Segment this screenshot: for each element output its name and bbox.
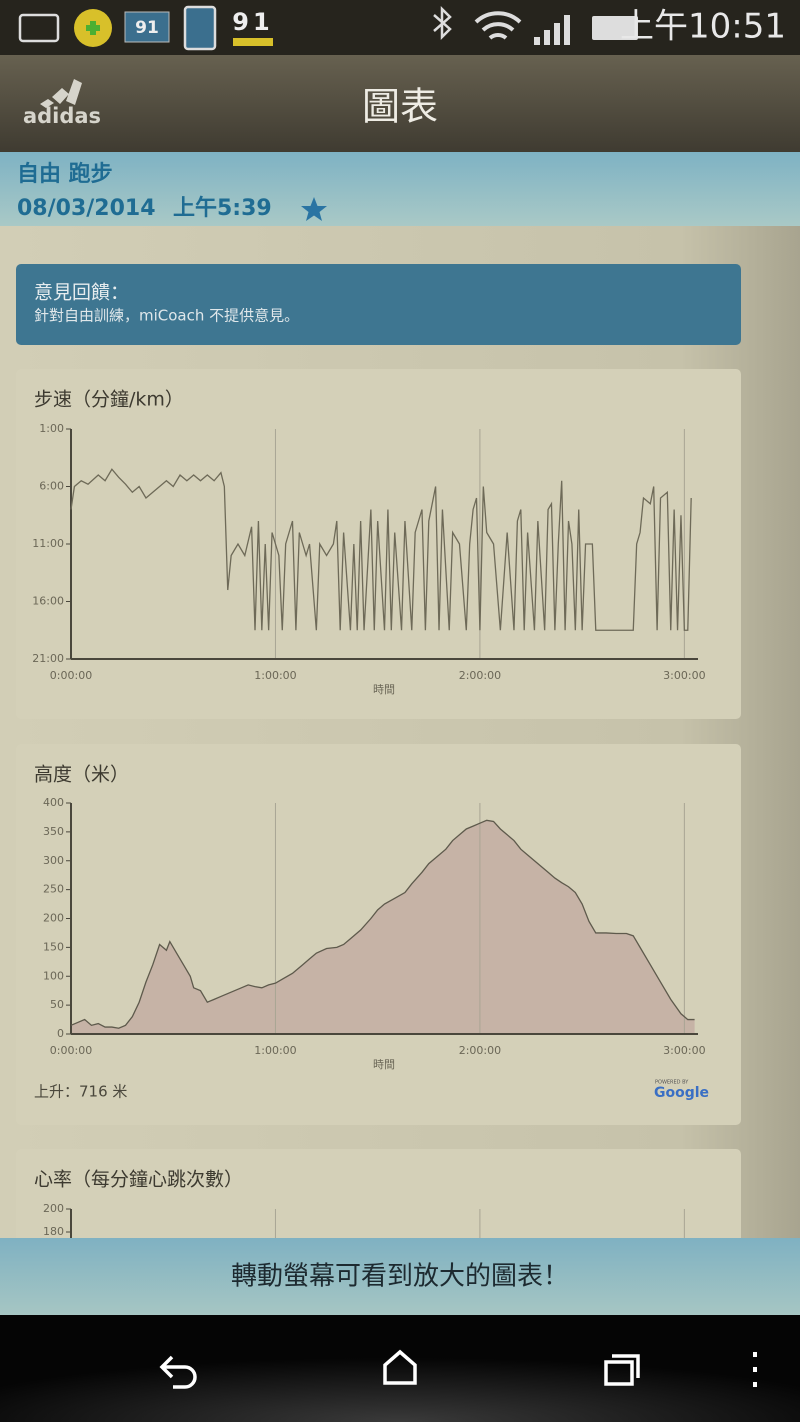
status-time: 上午10:51 xyxy=(620,7,786,47)
activity-bar xyxy=(0,152,800,226)
app-header xyxy=(0,55,800,152)
y-tick-label: 21:00 xyxy=(32,652,64,665)
chart-title: 步速（分鐘/km） xyxy=(34,389,184,411)
status-badge: 91 xyxy=(232,8,273,36)
activity-time: 上午5:39 xyxy=(173,195,272,221)
y-tick-label: 200 xyxy=(43,1202,64,1215)
status-icon xyxy=(18,13,60,43)
y-tick-label: 100 xyxy=(43,969,64,982)
bluetooth-icon xyxy=(433,5,452,41)
activity-type: 自由 跑步 xyxy=(17,161,113,187)
home-button[interactable] xyxy=(383,1349,417,1385)
status-icon xyxy=(183,5,217,51)
y-tick-label: 350 xyxy=(43,825,64,838)
wifi-icon xyxy=(474,11,522,40)
x-tick-label: 1:00:00 xyxy=(254,669,296,682)
line xyxy=(70,819,695,1029)
feedback-card xyxy=(16,264,741,345)
y-tick-label: 250 xyxy=(43,883,64,896)
logo: adidas xyxy=(23,104,101,128)
y-tick-label: 150 xyxy=(43,940,64,953)
y-tick-label: 400 xyxy=(43,796,64,809)
logo-mark xyxy=(40,79,82,108)
feedback-text: 針對自由訓練，miCoach 不提供意見。 xyxy=(34,307,299,325)
back-button[interactable] xyxy=(159,1355,197,1389)
x-tick-label: 2:00:00 xyxy=(459,1044,501,1057)
attribution-prefix: POWERED BY xyxy=(655,1080,689,1086)
chart-title: 高度（米） xyxy=(34,764,129,786)
y-tick-label: 6:00 xyxy=(39,480,64,493)
battery-icon xyxy=(592,16,638,40)
status-icon xyxy=(86,21,100,35)
attribution: Google xyxy=(654,1085,709,1101)
y-tick-label: 1:00 xyxy=(39,422,64,435)
screen-title: 圖表 xyxy=(362,85,438,129)
y-tick-label: 180 xyxy=(43,1225,64,1238)
status-icon xyxy=(124,11,170,43)
rotate-banner xyxy=(0,1238,800,1315)
x-tick-label: 2:00:00 xyxy=(459,669,501,682)
x-tick-label: 3:00:00 xyxy=(663,1044,705,1057)
activity-date: 08/03/2014 xyxy=(17,196,156,221)
banner-text: 轉動螢幕可看到放大的圖表！ xyxy=(231,1262,569,1292)
y-tick-label: 16:00 xyxy=(32,595,64,608)
chart-footer: 上升：716 米 xyxy=(34,1083,127,1101)
feedback-title: 意見回饋： xyxy=(34,282,129,304)
overlay: 轉動螢幕可看到放大的圖表！ xyxy=(0,1238,800,1422)
x-tick-label: 0:00:00 xyxy=(50,1044,92,1057)
recents-button[interactable] xyxy=(604,1354,640,1386)
y-tick-label: 11:00 xyxy=(32,537,64,550)
line xyxy=(70,468,692,631)
y-tick-label: 0 xyxy=(57,1027,64,1040)
x-tick-label: 0:00:00 xyxy=(50,669,92,682)
x-tick-label: 1:00:00 xyxy=(254,1044,296,1057)
x-axis-label: 時間 xyxy=(373,683,395,696)
favorite-star[interactable] xyxy=(301,197,327,221)
area xyxy=(71,820,695,1034)
nav-bar xyxy=(0,1315,800,1422)
chart-title: 心率（每分鐘心跳次數） xyxy=(34,1169,243,1191)
status-badge: 91 xyxy=(135,18,159,38)
y-tick-label: 50 xyxy=(50,998,64,1011)
x-tick-label: 3:00:00 xyxy=(663,669,705,682)
y-tick-label: 200 xyxy=(43,912,64,925)
y-tick-label: 300 xyxy=(43,854,64,867)
x-axis-label: 時間 xyxy=(373,1058,395,1071)
status-icon xyxy=(233,38,273,46)
signal-icon xyxy=(534,15,570,45)
